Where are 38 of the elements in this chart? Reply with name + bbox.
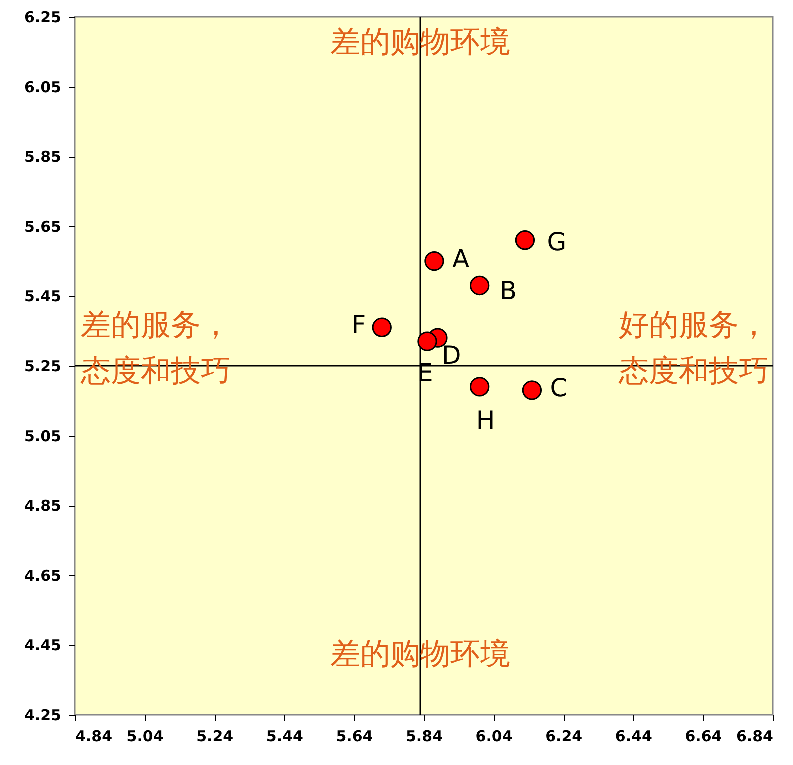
- point: [470, 276, 490, 296]
- y-tick-label: 5.85: [24, 148, 62, 166]
- y-tick-label: 5.25: [24, 358, 62, 376]
- x-tick-label: 6.64: [685, 728, 722, 746]
- y-tick-label: 4.45: [24, 636, 62, 655]
- y-tick-label: 6.25: [24, 8, 62, 26]
- point: [418, 332, 438, 352]
- y-tick-label: 4.85: [24, 497, 62, 516]
- x-tick-label: 5.04: [126, 728, 164, 746]
- annotation: H: [476, 406, 496, 435]
- point: [424, 251, 444, 272]
- point: [372, 318, 392, 338]
- x-tick-label: 6.84: [736, 728, 774, 746]
- annotation: D: [442, 341, 462, 370]
- x-tick-label: 5.64: [336, 728, 374, 746]
- point: [470, 377, 490, 397]
- annotation: 差的服务，: [81, 308, 231, 343]
- annotation: 好的服务，: [619, 308, 769, 343]
- y-tick-label: 5.65: [24, 218, 62, 236]
- annotation: C: [550, 373, 568, 402]
- annotation: G: [547, 227, 567, 256]
- x-tick-label: 5.84: [406, 728, 444, 746]
- x-tick-label: 6.04: [476, 728, 513, 746]
- annotation: A: [452, 244, 470, 274]
- x-tick-label: 4.84: [76, 728, 113, 746]
- x-tick-label: 5.24: [196, 728, 234, 746]
- y-tick-label: 5.05: [24, 427, 62, 446]
- annotation: B: [500, 276, 517, 306]
- point: [515, 230, 536, 250]
- y-tick-label: 5.45: [24, 288, 62, 306]
- point: [522, 380, 542, 400]
- annotation: F: [352, 310, 366, 340]
- y-tick-label: 6.05: [24, 78, 62, 96]
- x-tick-label: 6.44: [615, 728, 652, 746]
- y-tick-label: 4.65: [24, 566, 62, 585]
- x-tick-label: 5.44: [266, 728, 304, 746]
- x-tick-label: 6.24: [546, 728, 583, 746]
- y-tick-label: 4.25: [24, 706, 62, 724]
